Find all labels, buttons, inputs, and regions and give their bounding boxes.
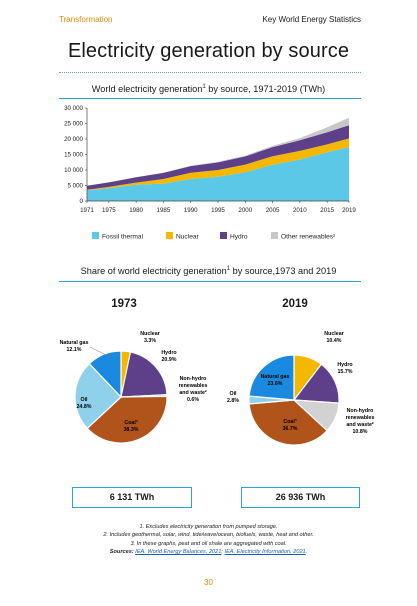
legend-swatch xyxy=(271,232,278,239)
legend-swatch xyxy=(166,232,173,239)
pie-1973 xyxy=(74,350,168,444)
pie-charts: Natural gas 12.1% Nuclear 3.3% Hydro 20.… xyxy=(60,331,375,446)
value-1973-nuclear: 3.3% xyxy=(144,338,156,344)
value-2019-hydro: 15.7% xyxy=(337,369,352,375)
x-tick-label: 2005 xyxy=(266,207,280,214)
page-number: 30 xyxy=(204,578,213,587)
legend-label: Hydro xyxy=(230,234,248,241)
y-tick-label: 10 000 xyxy=(64,167,83,174)
pie-1973-year: 1973 xyxy=(111,298,137,310)
pie-slice-coal xyxy=(248,399,328,446)
pie-charts-title: Share of world electricity generation1 b… xyxy=(80,266,337,277)
page-title: Electricity generation by source xyxy=(67,40,350,62)
label-1973-coal: Coal³ xyxy=(124,420,137,426)
y-tick-label: 20 000 xyxy=(64,136,83,143)
legend-swatch xyxy=(220,232,227,239)
pie-slice-oil xyxy=(74,362,122,430)
legend-layer: Fossil thermal Nuclear Hydro Other renewabl… xyxy=(92,232,336,241)
total-2019-box: 26 936 TWh xyxy=(241,487,360,508)
pie-charts-rule xyxy=(59,281,361,282)
value-2019-oil: 2.8% xyxy=(227,398,239,404)
label-2019-nonhydro-1: Non-hydro xyxy=(347,408,375,414)
area-series-hydro xyxy=(87,125,349,190)
label-1973-nonhydro-2: renewables xyxy=(179,383,208,389)
value-1973-coal: 38.3% xyxy=(123,427,138,433)
footnotes: 1. Excludes electricity generation from … xyxy=(0,523,417,556)
footnote-3: 3. In these graphs, peat and oil shale a… xyxy=(130,540,287,547)
x-tick-label: 2010 xyxy=(293,207,307,214)
area-series-fossil-thermal xyxy=(87,147,349,201)
label-1973-hydro: Hydro xyxy=(161,350,177,356)
x-tick-label: 2019 xyxy=(342,207,356,214)
pie-slice-natural-gas xyxy=(248,354,295,401)
label-1973-gas: Natural gas xyxy=(60,340,89,346)
footnote-1: 1. Excludes electricity generation from … xyxy=(139,524,278,530)
label-1973-oil: Oil xyxy=(80,397,88,403)
value-2019-gas: 23.6% xyxy=(267,381,282,387)
label-1973-nuclear: Nuclear xyxy=(140,331,159,337)
pie-slice-hydro xyxy=(120,351,168,398)
x-tick-label: 2015 xyxy=(320,207,334,214)
pie-2019 xyxy=(248,354,340,446)
x-tick-label: 1975 xyxy=(102,207,116,214)
value-1973-oil: 24.8% xyxy=(76,404,91,410)
x-tick-label: 1980 xyxy=(129,207,143,214)
pie-2019-labels: Nuclear 10.4% Hydro 15.7% Non-hydro rene… xyxy=(227,331,375,435)
y-tick-label: 25 000 xyxy=(64,121,83,128)
pie-2019-year: 2019 xyxy=(282,298,308,310)
value-1973-hydro: 20.9% xyxy=(161,357,176,363)
source-link-2[interactable]: IEA. Electricity Information, 2021 xyxy=(224,548,306,555)
value-2019-nuclear: 10.4% xyxy=(326,338,341,344)
label-2019-nonhydro-3: and waste² xyxy=(346,422,374,428)
title-divider xyxy=(59,72,361,73)
label-1973-nonhydro-3: and waste² xyxy=(179,390,207,396)
legend-label: Fossil thermal xyxy=(102,234,144,241)
sources-line: Sources: IEA. World Energy Balances, 202… xyxy=(109,548,308,555)
y-tick-label: 15 000 xyxy=(64,152,83,159)
total-1973-box: 6 131 TWh xyxy=(72,487,192,508)
value-1973-nonhydro: 0.6% xyxy=(187,397,199,403)
label-2019-hydro: Hydro xyxy=(337,362,353,368)
legend-label: Other renewables² xyxy=(281,234,336,241)
footnote-2: 2. Includes geothermal, solar, wind, tid… xyxy=(103,532,314,539)
x-tick-label: 1990 xyxy=(184,207,198,214)
x-tick-label: 1971 xyxy=(80,207,94,214)
x-tick-label: 1985 xyxy=(157,207,171,214)
y-tick-label: 30 000 xyxy=(64,105,83,112)
y-tick-label: 5 000 xyxy=(68,183,84,190)
label-1973-nonhydro-1: Non-hydro xyxy=(180,376,208,382)
value-2019-nonhydro: 10.8% xyxy=(352,429,367,435)
pie-1973-labels: Natural gas 12.1% Nuclear 3.3% Hydro 20.… xyxy=(60,331,208,433)
leader-line xyxy=(89,346,113,359)
value-2019-coal: 36.7% xyxy=(282,426,297,432)
section-label: Transformation xyxy=(59,15,113,24)
pie-slice-natural-gas xyxy=(88,350,122,399)
label-2019-gas: Natural gas xyxy=(261,374,290,380)
area-layer xyxy=(87,117,349,201)
source-link-1[interactable]: IEA. World Energy Balances, 2021 xyxy=(135,548,222,555)
area-chart-title: World electricity generation1 by source,… xyxy=(91,84,326,95)
legend-swatch xyxy=(92,232,99,239)
x-tick-label: 2000 xyxy=(238,207,252,214)
axis-layer: 0 5 000 10 000 15 000 20 000 25 000 30 000 1971… xyxy=(64,105,356,214)
label-2019-nuclear: Nuclear xyxy=(324,331,343,337)
value-1973-gas: 12.1% xyxy=(66,347,81,353)
area-chart: 0 5 000 10 000 15 000 20 000 25 000 30 000 1971… xyxy=(64,105,356,241)
area-chart-rule xyxy=(59,98,361,99)
label-2019-coal: Coal³ xyxy=(283,419,296,425)
y-tick-label: 0 xyxy=(80,198,84,205)
legend-label: Nuclear xyxy=(176,234,200,241)
pie-slice-coal xyxy=(86,395,168,444)
label-2019-nonhydro-2: renewables xyxy=(346,415,375,421)
publication-label: Key World Energy Statistics xyxy=(262,15,361,24)
x-tick-label: 1995 xyxy=(211,207,225,214)
label-2019-oil: Oil xyxy=(229,391,237,397)
